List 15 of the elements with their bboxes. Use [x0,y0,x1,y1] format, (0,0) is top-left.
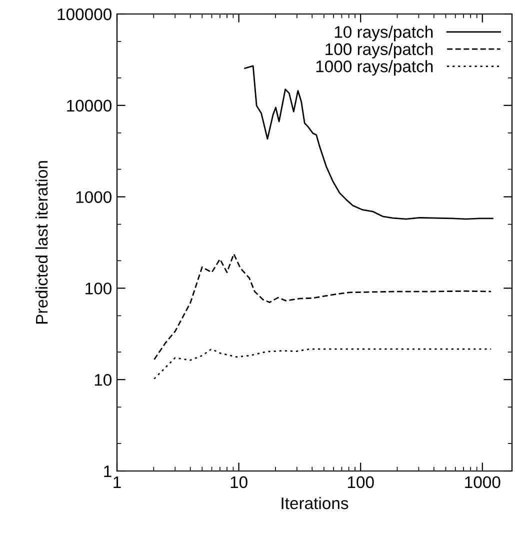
x-tick-label: 1 [114,476,121,488]
legend-label: 10 rays/patch [334,26,433,42]
x-tick-label: 1000 [465,476,500,488]
legend-label: 100 rays/patch [326,42,433,58]
y-axis-title: Predicted last iteration [35,161,48,324]
y-tick-label: 10 [94,374,112,386]
y-tick-label: 100 [86,282,112,294]
y-tick-label: 10000 [67,100,112,112]
y-tick-label: 1 [104,466,112,478]
x-tick-label: 10 [230,476,248,488]
y-tick-label: 1000 [76,191,112,204]
legend-label: 1000 rays/patch [316,60,433,76]
x-tick-label: 100 [348,476,374,488]
y-tick-label: 100000 [58,8,112,20]
x-axis-title: Iterations [282,496,348,510]
